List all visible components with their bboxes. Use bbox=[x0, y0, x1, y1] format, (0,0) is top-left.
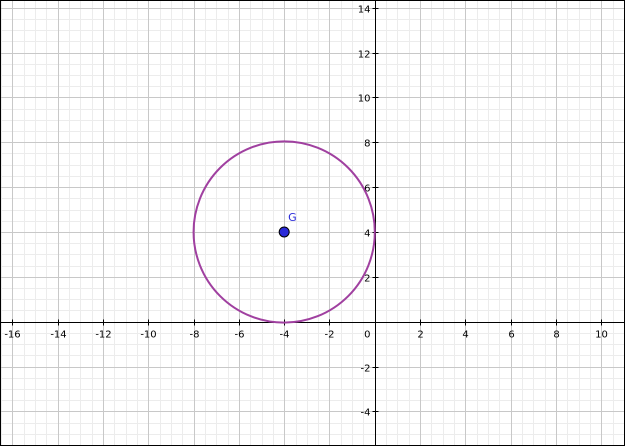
x-tick-label: 10 bbox=[595, 330, 608, 341]
x-tick-label: -16 bbox=[4, 330, 20, 341]
y-tick-label: 6 bbox=[364, 184, 370, 195]
x-axis-ticks: -16 -14 -12 -10 -8 -6 -4 -2 2 4 6 8 10 bbox=[4, 319, 608, 341]
x-tick-label: 6 bbox=[508, 330, 514, 341]
y-tick-label: 10 bbox=[358, 94, 371, 105]
x-tick-label: -8 bbox=[190, 330, 200, 341]
point-g[interactable] bbox=[278, 226, 290, 238]
y-tick-label: 2 bbox=[364, 274, 370, 285]
circle[interactable] bbox=[192, 140, 376, 324]
y-tick-label: -2 bbox=[361, 364, 371, 375]
y-tick-label: 4 bbox=[364, 229, 370, 240]
origin-label: 0 bbox=[364, 330, 370, 341]
y-tick-label: 14 bbox=[358, 5, 371, 16]
x-tick-label: -6 bbox=[235, 330, 245, 341]
x-tick-label: -14 bbox=[50, 330, 66, 341]
point-g-label: G bbox=[288, 211, 297, 224]
y-tick-label: 12 bbox=[358, 50, 371, 61]
x-tick-label: -4 bbox=[280, 330, 290, 341]
x-tick-label: -10 bbox=[140, 330, 156, 341]
y-axis-ticks: -4 -2 2 4 6 8 10 12 14 bbox=[358, 5, 379, 419]
x-tick-label: 4 bbox=[462, 330, 468, 341]
y-tick-label: 8 bbox=[364, 139, 370, 150]
y-tick-label: -4 bbox=[361, 408, 371, 419]
x-tick-label: 8 bbox=[553, 330, 559, 341]
x-tick-label: 2 bbox=[417, 330, 423, 341]
x-tick-label: -2 bbox=[325, 330, 335, 341]
x-tick-label: -12 bbox=[95, 330, 111, 341]
